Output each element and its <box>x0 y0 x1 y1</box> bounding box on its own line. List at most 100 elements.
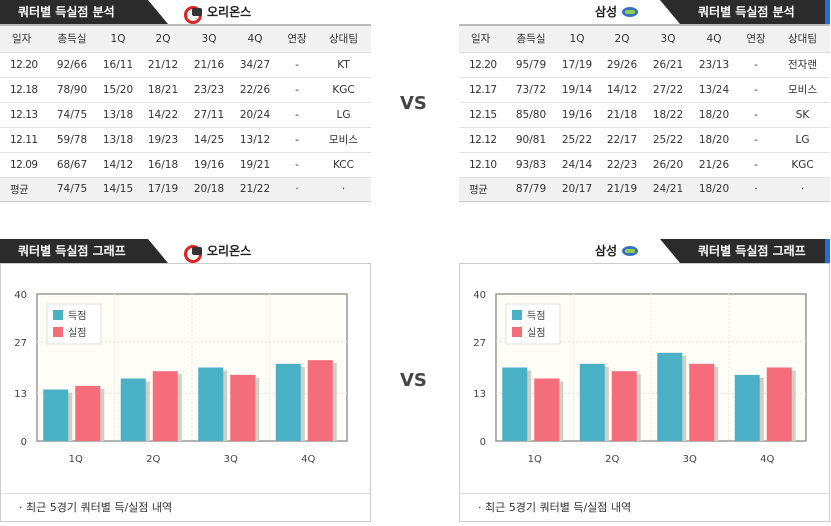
table-cell: 14/22 <box>140 102 186 128</box>
table-cell: 21/12 <box>140 52 186 78</box>
table-cell: 14/25 <box>186 127 232 153</box>
graph-note: · 최근 5경기 쿼터별 득/실점 내역 <box>1 493 370 521</box>
left-team-name: 오리온스 <box>207 5 252 19</box>
bar-allowed <box>689 363 715 441</box>
vs-label-bottom: VS <box>400 370 427 391</box>
table-row: 12.11 59/78 13/18 19/23 14/25 13/12- 모비스 <box>0 127 371 153</box>
y-tick-label: 40 <box>473 290 486 301</box>
legend-swatch <box>512 310 522 320</box>
table-cell: 12.12 <box>459 127 507 153</box>
table-cell: 93/83 <box>507 152 555 178</box>
right-table-panel: 삼성 쿼터별 득실점 분석 일자 총득실 1Q 2Q 3Q 4Q 연장 상대팀 12.20 95/… <box>459 0 830 207</box>
table-row: 12.12 90/81 25/22 22/17 25/22 18/20- LG <box>459 127 830 153</box>
bar-allowed <box>152 371 178 441</box>
table-cell: 18/20 <box>691 102 737 128</box>
legend-label: 실점 <box>68 327 86 339</box>
table-cell: 25/22 <box>645 127 691 153</box>
table-cell: 18/20 <box>691 177 737 201</box>
table-cell: 22/17 <box>599 127 645 153</box>
table-cell: 14/12 <box>96 152 140 178</box>
right-team-label: 삼성 <box>595 3 639 21</box>
table-cell: - <box>278 152 316 178</box>
table-cell: 68/67 <box>48 152 96 178</box>
table-cell: 12.18 <box>0 77 48 103</box>
table-cell: - <box>278 52 316 78</box>
table-row: 12.18 78/90 15/20 18/21 23/23 22/26- KGC <box>0 77 371 103</box>
table-cell: 21/26 <box>691 152 737 178</box>
table-cell: 12.15 <box>459 102 507 128</box>
table-cell: 18/21 <box>140 77 186 103</box>
column-header: 4Q <box>691 25 737 53</box>
table-row: 12.17 73/72 19/14 14/12 27/22 13/24- 모비스 <box>459 77 830 103</box>
table-cell: 21/19 <box>599 177 645 201</box>
x-tick-label: 4Q <box>301 454 315 465</box>
table-row: 12.20 95/79 17/19 29/26 26/21 23/13- 전자랜 <box>459 52 830 78</box>
table-cell: 12.20 <box>0 52 48 78</box>
orions-logo-icon <box>184 244 202 263</box>
table-cell: - <box>737 152 775 178</box>
column-header: 3Q <box>645 25 691 53</box>
table-cell: LG <box>775 127 830 153</box>
table-cell: - <box>737 52 775 78</box>
table-cell: 12.20 <box>459 52 507 78</box>
table-cell: 12.11 <box>0 127 48 153</box>
column-header: 1Q <box>96 25 140 53</box>
table-cell: 90/81 <box>507 127 555 153</box>
column-header: 4Q <box>232 25 278 53</box>
table-cell: 20/24 <box>232 102 278 128</box>
right-graph-header: 삼성 쿼터별 득실점 그래프 <box>459 239 830 263</box>
x-tick-label: 2Q <box>146 454 160 465</box>
table-cell: 34/27 <box>232 52 278 78</box>
table-cell: 19/16 <box>555 102 599 128</box>
samsung-logo-icon <box>622 246 639 256</box>
table-cell: 59/78 <box>48 127 96 153</box>
table-cell: 13/18 <box>96 102 140 128</box>
bar-allowed <box>766 367 792 441</box>
table-cell: - <box>737 102 775 128</box>
table-cell: 29/26 <box>599 52 645 78</box>
table-cell: 16/18 <box>140 152 186 178</box>
bar-allowed <box>75 385 101 441</box>
table-cell: - <box>737 127 775 153</box>
table-cell: 14/12 <box>599 77 645 103</box>
table-row: 12.09 68/67 14/12 16/18 19/16 19/21- KCC <box>0 152 371 178</box>
table-cell: 21/18 <box>599 102 645 128</box>
table-cell: 22/23 <box>599 152 645 178</box>
table-cell: 23/13 <box>691 52 737 78</box>
bar-scored <box>734 374 760 441</box>
graph-title: 쿼터별 득실점 그래프 <box>0 239 168 263</box>
table-cell: 14/15 <box>96 177 140 201</box>
right-graph-box: 0 13 27 40 1Q 2Q 3Q 4Q 득점 실점 · 최근 5경기 쿼터별 득/실점 내역 <box>459 263 830 522</box>
table-title: 쿼터별 득실점 분석 <box>660 0 830 24</box>
table-cell: 16/11 <box>96 52 140 78</box>
table-cell: 19/23 <box>140 127 186 153</box>
table-cell: 평균 <box>459 177 507 201</box>
legend-swatch <box>53 327 63 337</box>
table-cell: 74/75 <box>48 177 96 201</box>
table-cell: - <box>278 102 316 128</box>
orions-logo-icon <box>184 5 202 24</box>
right-stats-table: 일자 총득실 1Q 2Q 3Q 4Q 연장 상대팀 12.20 95/79 17/19 29/26 26… <box>459 24 830 202</box>
legend-label: 실점 <box>527 327 545 339</box>
table-cell: 18/20 <box>691 127 737 153</box>
table-cell: 27/11 <box>186 102 232 128</box>
right-team-name: 삼성 <box>595 5 618 19</box>
graph-note: · 최근 5경기 쿼터별 득/실점 내역 <box>460 493 829 521</box>
table-cell: · <box>775 177 830 201</box>
table-cell: 22/26 <box>232 77 278 103</box>
table-cell: 78/90 <box>48 77 96 103</box>
right-team-label: 삼성 <box>595 242 639 260</box>
bar-scored <box>43 389 69 441</box>
x-tick-label: 3Q <box>224 454 238 465</box>
table-cell: - <box>278 127 316 153</box>
table-cell: 전자랜 <box>775 52 830 78</box>
legend-label: 득점 <box>68 310 86 322</box>
column-header: 3Q <box>186 25 232 53</box>
column-header: 연장 <box>278 25 316 53</box>
table-cell: KCC <box>316 152 371 178</box>
table-cell: 모비스 <box>775 77 830 103</box>
bar-scored <box>275 363 301 441</box>
